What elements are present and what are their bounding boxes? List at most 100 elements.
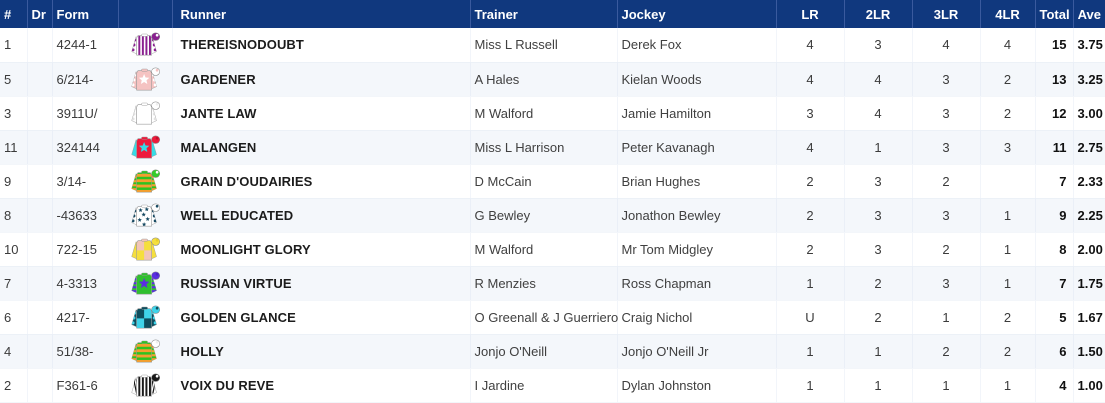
runner-row: 2 F361-6 VOIX DU REVE I Jardine Dylan Jo… xyxy=(0,368,1105,402)
col-header-jockey[interactable]: Jockey xyxy=(617,0,777,28)
3lr-cell: 2 xyxy=(912,164,981,198)
draw-cell xyxy=(27,130,53,164)
ave-cell: 2.75 xyxy=(1077,139,1103,155)
3lr-cell: 2 xyxy=(912,334,981,368)
col-header-runner[interactable]: Runner xyxy=(172,0,471,28)
jockey-name: Jamie Hamilton xyxy=(617,96,777,130)
2lr-cell: 1 xyxy=(844,334,913,368)
draw-cell xyxy=(27,28,53,62)
jockey-name: Brian Hughes xyxy=(617,164,777,198)
runner-number-cell: 7 xyxy=(0,266,28,300)
silk-cell xyxy=(118,62,173,96)
col-header-ave[interactable]: Ave xyxy=(1073,0,1105,28)
4lr-cell: 1 xyxy=(980,368,1036,402)
trainer-name: A Hales xyxy=(470,62,618,96)
runner-number-cell: 11 xyxy=(0,130,28,164)
2lr-cell: 4 xyxy=(844,96,913,130)
silk-cell xyxy=(118,266,173,300)
2lr-cell: 2 xyxy=(844,266,913,300)
runner-row: 6 4217- GOLDEN GLANCE O Greenall & J Gue… xyxy=(0,300,1105,334)
jockey-name: Dylan Johnston xyxy=(617,368,777,402)
runner-name: THEREISNODOUBT xyxy=(172,28,471,62)
lr-cell: 1 xyxy=(776,334,845,368)
silk-cell xyxy=(118,28,173,62)
runner-number-cell: 6 xyxy=(0,300,28,334)
runner-name: GRAIN D'OUDAIRIES xyxy=(172,164,471,198)
total-cell: 4 xyxy=(1035,368,1074,402)
runner-number-cell: 8 xyxy=(0,198,28,232)
silk-icon xyxy=(131,101,161,124)
runner-row: 1 4244-1 THEREISNODOUBT Miss L Russell D… xyxy=(0,28,1105,62)
form-figures-cell: 6/214- xyxy=(52,62,119,96)
form-figures-cell: 324144 xyxy=(52,130,119,164)
draw-cell xyxy=(27,368,53,402)
runner-row: 3 3911U/ JANTE LAW M Walford Jamie Hamil… xyxy=(0,96,1105,130)
lr-cell: 1 xyxy=(776,368,845,402)
jockey-name: Derek Fox xyxy=(617,28,777,62)
jockey-name: Jonjo O'Neill Jr xyxy=(617,334,777,368)
col-header-trainer[interactable]: Trainer xyxy=(470,0,618,28)
runner-name: HOLLY xyxy=(172,334,471,368)
col-header-lr[interactable]: LR xyxy=(776,0,845,28)
col-header-number[interactable]: # xyxy=(0,0,28,28)
col-header-silk xyxy=(118,0,173,28)
runner-number-cell: 9 xyxy=(0,164,28,198)
trainer-name: Jonjo O'Neill xyxy=(470,334,618,368)
2lr-cell: 3 xyxy=(844,28,913,62)
form-figures-cell: F361-6 xyxy=(52,368,119,402)
3lr-cell: 2 xyxy=(912,232,981,266)
runner-name: MOONLIGHT GLORY xyxy=(172,232,471,266)
runner-name: MALANGEN xyxy=(172,130,471,164)
jockey-name: Peter Kavanagh xyxy=(617,130,777,164)
ave-cell: 1.50 xyxy=(1077,343,1103,359)
silk-icon xyxy=(131,339,161,362)
lr-cell: 1 xyxy=(776,266,845,300)
form-figures-cell: 4244-1 xyxy=(52,28,119,62)
draw-cell xyxy=(27,96,53,130)
draw-cell xyxy=(27,300,53,334)
col-header-total[interactable]: Total xyxy=(1035,0,1074,28)
3lr-cell: 3 xyxy=(912,198,981,232)
silk-cell xyxy=(118,334,173,368)
runner-number-cell: 4 xyxy=(0,334,28,368)
col-header-draw[interactable]: Dr xyxy=(27,0,53,28)
ave-cell: 1.00 xyxy=(1077,377,1103,393)
runner-name: VOIX DU REVE xyxy=(172,368,471,402)
runner-number-cell: 1 xyxy=(0,28,28,62)
silk-cell xyxy=(118,130,173,164)
col-header-form[interactable]: Form xyxy=(52,0,119,28)
form-figures-cell: -43633 xyxy=(52,198,119,232)
ave-cell: 3.00 xyxy=(1077,105,1103,121)
4lr-cell xyxy=(980,164,1036,198)
runner-number-cell: 10 xyxy=(0,232,28,266)
4lr-cell: 2 xyxy=(980,96,1036,130)
trainer-name: G Bewley xyxy=(470,198,618,232)
lr-cell: 2 xyxy=(776,198,845,232)
ave-cell: 2.33 xyxy=(1077,173,1103,189)
runner-row: 10 722-15 MOONLIGHT GLORY M Walford Mr T… xyxy=(0,232,1105,266)
3lr-cell: 1 xyxy=(912,300,981,334)
silk-icon xyxy=(131,169,161,192)
col-header-3lr[interactable]: 3LR xyxy=(912,0,981,28)
lr-cell: 2 xyxy=(776,232,845,266)
total-cell: 8 xyxy=(1035,232,1074,266)
lr-cell: U xyxy=(776,300,845,334)
3lr-cell: 1 xyxy=(912,368,981,402)
draw-cell xyxy=(27,334,53,368)
col-header-2lr[interactable]: 2LR xyxy=(844,0,913,28)
trainer-name: Miss L Harrison xyxy=(470,130,618,164)
4lr-cell: 1 xyxy=(980,198,1036,232)
4lr-cell: 2 xyxy=(980,300,1036,334)
total-cell: 13 xyxy=(1035,62,1074,96)
draw-cell xyxy=(27,164,53,198)
silk-icon xyxy=(131,237,161,260)
col-header-4lr[interactable]: 4LR xyxy=(980,0,1036,28)
2lr-cell: 1 xyxy=(844,130,913,164)
silk-cell xyxy=(118,198,173,232)
form-figures-cell: 3/14- xyxy=(52,164,119,198)
silk-icon xyxy=(131,203,161,226)
total-cell: 15 xyxy=(1035,28,1074,62)
silk-cell xyxy=(118,232,173,266)
